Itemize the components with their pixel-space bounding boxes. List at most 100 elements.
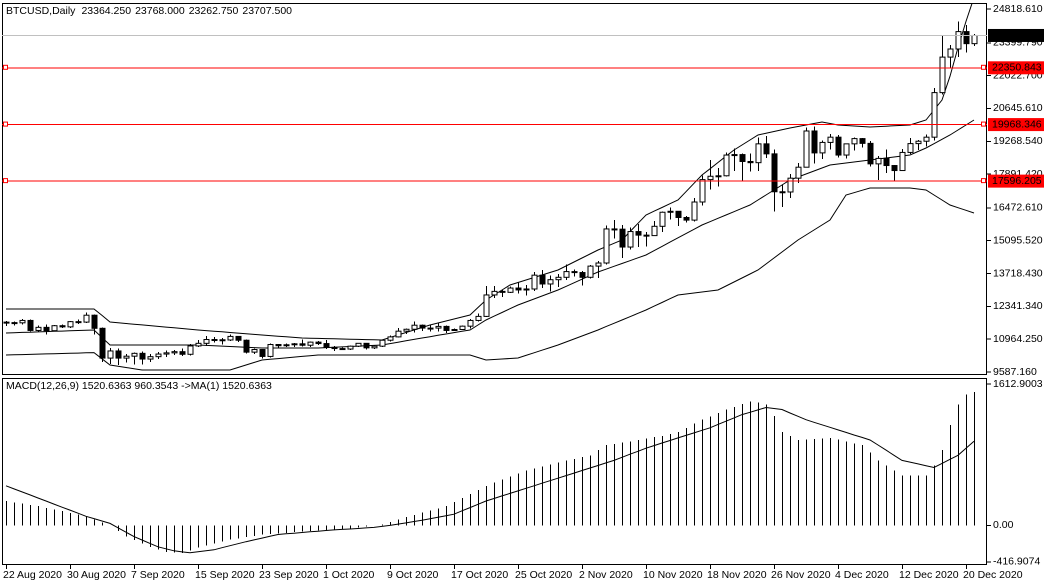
y-tick-label: 15095.520 (993, 234, 1043, 246)
x-tick-label: 26 Nov 2020 (771, 569, 831, 581)
candle-body (747, 160, 754, 164)
candle-body (755, 143, 762, 164)
candle-body (507, 287, 514, 293)
level-tag (988, 174, 1044, 188)
close-value: 23707.500 (242, 5, 292, 17)
y-tick-label: 19268.540 (993, 135, 1043, 147)
candle-body (499, 290, 506, 293)
y-tick-label: 20645.610 (993, 102, 1043, 114)
candle-body (75, 321, 82, 324)
candle-body (827, 136, 834, 143)
candle-body (315, 341, 322, 345)
level-tag (988, 118, 1044, 132)
candle-body (483, 294, 490, 317)
level-marker (3, 121, 8, 127)
price-tag-label: 23707.500 (992, 29, 1042, 41)
candle-body (43, 326, 50, 332)
candle-body (675, 210, 682, 218)
candle-body (611, 228, 618, 231)
candle-body (331, 346, 338, 350)
candle-body (619, 228, 626, 248)
candle-body (771, 153, 778, 193)
candle-body (395, 330, 402, 338)
candle-body (403, 328, 410, 332)
price-tag (988, 28, 1044, 42)
x-tick-label: 9 Oct 2020 (387, 569, 439, 581)
x-tick-label: 30 Aug 2020 (67, 569, 126, 581)
candle-body (67, 321, 74, 328)
candle-body (123, 355, 130, 359)
candle-body (451, 329, 458, 332)
candle-body (251, 349, 258, 353)
candle-body (3, 321, 10, 324)
candle-body (723, 154, 730, 177)
candle-body (51, 325, 58, 332)
candle-body (371, 345, 378, 349)
candle-body (867, 142, 874, 165)
candle-body (299, 343, 306, 346)
candle-body (147, 356, 154, 360)
x-tick-label: 18 Nov 2020 (707, 569, 767, 581)
candle-body (523, 288, 530, 291)
candle-body (107, 350, 114, 359)
candle-body (179, 351, 186, 355)
price-panel (2, 3, 987, 375)
candle-body (971, 34, 978, 45)
macd-title: MACD(12,26,9) 1520.6363 960.3543 ->MA(1)… (6, 380, 272, 392)
candle-body (779, 191, 786, 194)
candle-body (283, 344, 290, 347)
y-tick-label: 10964.250 (993, 333, 1043, 345)
level-marker (981, 178, 986, 184)
candle-body (659, 211, 666, 227)
candle-body (91, 314, 98, 329)
candle-body (627, 231, 634, 248)
open-value: 23364.250 (81, 5, 131, 17)
candle-body (155, 353, 162, 358)
candle-body (763, 143, 770, 155)
candle-body (555, 276, 562, 281)
candle-body (939, 56, 946, 94)
candle-body (11, 322, 18, 325)
candle-body (843, 143, 850, 156)
candle-body (595, 262, 602, 267)
candle-body (739, 154, 746, 162)
candle-body (139, 352, 146, 360)
x-tick-label: 12 Dec 2020 (899, 569, 959, 581)
candle-body (443, 325, 450, 331)
level-marker (3, 178, 8, 184)
candle-body (467, 319, 474, 327)
band-line (5, 119, 975, 349)
candle-body (563, 271, 570, 278)
candle-body (579, 272, 586, 278)
candle-body (35, 326, 42, 331)
y-tick-label: 16472.610 (993, 202, 1043, 214)
band-line (6, 3, 973, 341)
candle-body (195, 342, 202, 347)
candle-body (851, 138, 858, 145)
candle-body (883, 157, 890, 167)
x-tick-label: 22 Aug 2020 (3, 569, 62, 581)
candle-body (163, 352, 170, 355)
candle-body (323, 343, 330, 348)
candle-body (171, 351, 178, 354)
candle-body (307, 341, 314, 346)
y-tick-label: 9587.160 (993, 366, 1037, 378)
x-tick-label: 17 Oct 2020 (451, 569, 508, 581)
candle-body (899, 151, 906, 172)
candle-body (651, 225, 658, 237)
candle-body (131, 352, 138, 357)
level-marker (981, 64, 986, 70)
x-tick-label: 7 Sep 2020 (131, 569, 185, 581)
candle-body (707, 175, 714, 181)
candle-body (875, 157, 882, 165)
candle-body (219, 339, 226, 342)
candle-body (99, 327, 106, 359)
chart-title: BTCUSD,Daily (6, 5, 76, 17)
candle-body (227, 335, 234, 341)
chart-header: BTCUSD,Daily 23364.250 23768.000 23262.750 2… (6, 5, 292, 17)
macd-plot (5, 392, 975, 554)
candle-body (211, 339, 218, 342)
macd-panel (2, 378, 987, 565)
candle-body (947, 48, 954, 58)
price-plot (2, 3, 987, 371)
